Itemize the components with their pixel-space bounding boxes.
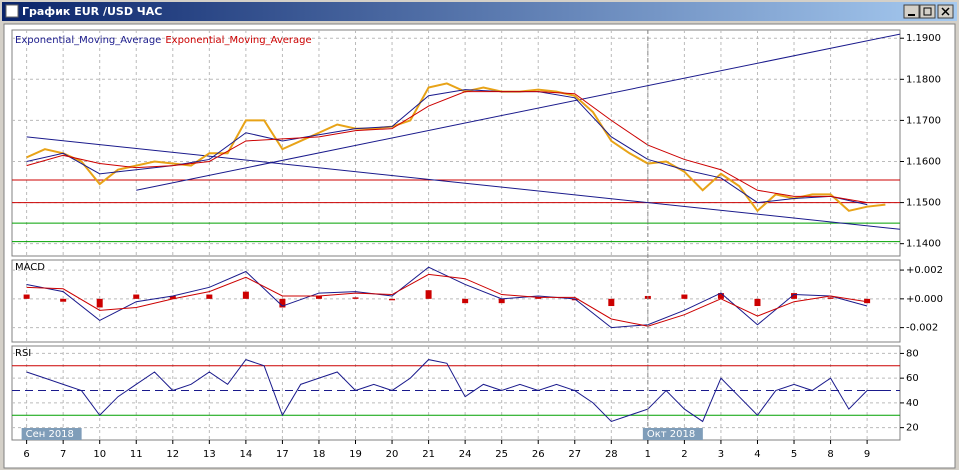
- series-line: [26, 359, 886, 423]
- panel: [11, 259, 901, 343]
- histogram-bar: [169, 295, 176, 299]
- histogram-bar: [571, 298, 578, 301]
- histogram-bar: [425, 290, 432, 299]
- histogram-bar: [462, 298, 469, 304]
- y-tick-label: 1.1400: [906, 239, 941, 250]
- histogram-bar: [242, 291, 249, 299]
- x-tick-label: 2: [681, 449, 687, 460]
- legend-entry: Exponential_Moving_Average: [15, 35, 161, 46]
- y-tick-label: 80: [906, 348, 919, 359]
- histogram-bar: [315, 295, 322, 299]
- period-label-box: [21, 428, 82, 440]
- y-tick-label: 1.1600: [906, 156, 941, 167]
- series-line: [26, 273, 868, 327]
- x-tick-label: 17: [276, 449, 289, 460]
- x-tick-label: 27: [568, 449, 581, 460]
- period-label: Сен 2018: [26, 429, 74, 440]
- histogram-bar: [352, 297, 359, 299]
- y-tick-label: -0.002: [906, 323, 938, 334]
- y-tick-label: 60: [906, 373, 919, 384]
- period-label-box: [642, 428, 703, 440]
- y-tick-label: 1.1800: [906, 74, 941, 85]
- x-tick-label: 6: [23, 449, 29, 460]
- histogram-bar: [827, 297, 834, 299]
- y-tick-label: +0.002: [906, 265, 943, 276]
- x-tick-label: 26: [532, 449, 545, 460]
- trend-line: [136, 33, 901, 191]
- y-tick-label: 1.1700: [906, 115, 941, 126]
- histogram-bar: [96, 298, 103, 308]
- histogram-bar: [681, 294, 688, 299]
- x-tick-label: 18: [313, 449, 326, 460]
- x-tick-label: 28: [605, 449, 618, 460]
- series-line: [26, 266, 868, 329]
- histogram-bar: [608, 298, 615, 307]
- histogram-bar: [133, 294, 140, 299]
- maximize-button[interactable]: [919, 4, 936, 19]
- x-tick-label: 21: [422, 449, 435, 460]
- title-bar: [2, 2, 957, 21]
- panel: [11, 345, 901, 441]
- x-tick-label: 3: [718, 449, 724, 460]
- x-tick-label: 11: [130, 449, 143, 460]
- histogram-bar: [754, 298, 761, 307]
- y-tick-label: 1.1500: [906, 198, 941, 209]
- histogram-bar: [717, 293, 724, 299]
- x-tick-label: 5: [791, 449, 797, 460]
- series-line: [26, 91, 868, 204]
- x-tick-label: 25: [495, 449, 508, 460]
- window-buttons[interactable]: [903, 4, 954, 19]
- panel: [11, 29, 901, 257]
- histogram-bar: [389, 298, 396, 301]
- icon: [923, 7, 932, 16]
- histogram-bar: [23, 294, 30, 299]
- y-tick-label: 20: [906, 423, 919, 434]
- y-tick-label: 40: [906, 398, 919, 409]
- histogram-bar: [279, 298, 286, 308]
- histogram-bar: [60, 298, 67, 302]
- x-tick-label: 14: [240, 449, 253, 460]
- x-tick-label: 12: [166, 449, 179, 460]
- x-tick-label: 9: [864, 449, 870, 460]
- x-tick-label: 8: [827, 449, 833, 460]
- panel-title: MACD: [15, 262, 45, 273]
- panel-title: RSI: [15, 348, 31, 359]
- minimize-button[interactable]: [903, 4, 920, 19]
- x-tick-label: 20: [386, 449, 399, 460]
- y-tick-label: 1.1900: [906, 33, 941, 44]
- x-tick-label: 7: [60, 449, 66, 460]
- trend-line: [26, 136, 901, 230]
- x-tick-label: 19: [349, 449, 362, 460]
- y-tick-label: +0.000: [906, 294, 943, 305]
- window-title: График EUR /USD ЧАС: [22, 5, 162, 18]
- legend-entry: Exponential_Moving_Average: [165, 35, 311, 46]
- histogram-bar: [498, 298, 505, 304]
- x-tick-label: 24: [459, 449, 472, 460]
- histogram-bar: [535, 297, 542, 299]
- icon: [941, 7, 950, 16]
- series-line: [26, 82, 886, 213]
- histogram-bar: [791, 293, 798, 299]
- window-icon: [5, 4, 19, 18]
- x-tick-label: 1: [645, 449, 651, 460]
- histogram-bar: [864, 298, 871, 304]
- histogram-bar: [206, 294, 213, 299]
- x-tick-label: 10: [93, 449, 106, 460]
- period-label: Окт 2018: [647, 429, 695, 440]
- x-tick-label: 13: [203, 449, 216, 460]
- x-tick-label: 4: [754, 449, 760, 460]
